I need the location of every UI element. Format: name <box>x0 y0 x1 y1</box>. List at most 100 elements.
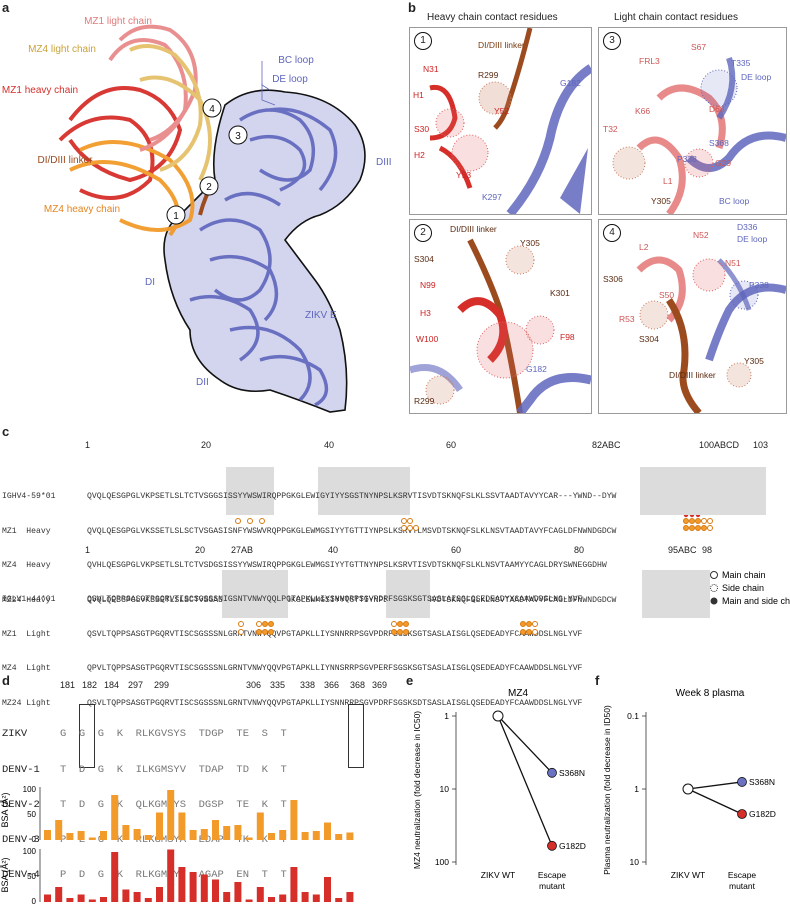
box3-label-12: Y305 <box>651 196 671 206</box>
box4-label-4: DE loop <box>737 234 768 244</box>
bsa-bar-orange <box>189 830 197 840</box>
box3-label-1: S67 <box>691 42 707 52</box>
box1-label-4: G182 <box>560 78 581 88</box>
panel-c-label: c <box>2 424 10 439</box>
bsa-bar-orange <box>44 830 51 840</box>
bsa-bar-orange <box>77 831 85 840</box>
heavy-num-40: 40 <box>324 440 335 450</box>
bsa-bot-tick-100: 100 <box>23 847 37 856</box>
heavy-row-seq: QVQLQESGPGLVKSSETLSLSCTVSGASISNFYWSWVRQP… <box>87 526 617 536</box>
bsa-bar-red <box>189 872 197 902</box>
contact-legend: Main chain Side chain Main and side chai… <box>710 570 790 606</box>
pos-299: 299 <box>154 680 170 690</box>
box-4-number: 4 <box>603 224 621 242</box>
series-label: S368N <box>559 768 585 778</box>
box4-label-10: S304 <box>639 334 659 344</box>
pos-368: 368 <box>350 680 366 690</box>
wt-point <box>682 783 694 795</box>
light-row-name: MZ4 Light <box>2 664 51 673</box>
box-3-number: 3 <box>603 32 621 50</box>
bsa-bar-orange <box>223 826 231 840</box>
bsa-bar-orange <box>245 837 253 840</box>
series-line <box>687 781 743 790</box>
box2-label-4: N99 <box>420 280 436 290</box>
bsa-bar-orange <box>312 831 320 840</box>
box1-label-6: Y52 <box>494 106 510 116</box>
light-seq-block: IGLV1-44*01 QSVLTQPPSASGTPGQRVTISCSGSSSNI… <box>2 571 582 721</box>
bsa-bar-red <box>335 898 343 902</box>
series-point <box>737 809 747 819</box>
heavy-contact-markers <box>235 515 713 531</box>
bsa-top-tick-100: 100 <box>23 785 37 794</box>
chart-e-x-escape-2: mutant <box>539 881 566 891</box>
bsa-bar-red <box>55 887 63 902</box>
box3-label-11: L1 <box>663 176 673 186</box>
box1-label-2: N31 <box>423 64 439 74</box>
d-row-name: DENV-3 <box>2 833 40 846</box>
bsa-bar-orange <box>200 829 208 840</box>
series-line <box>687 788 743 815</box>
bsa-bar-red <box>234 882 242 902</box>
bsa-charts: BSA (Å²) BSA (Å²) 0 50 100 0 50 100 <box>0 785 354 906</box>
bsa-bar-orange <box>122 825 130 840</box>
box3-label-4: DE loop <box>741 72 772 82</box>
box4-label-2: N52 <box>693 230 709 240</box>
light-row-seq: QSVLTQPPSASGTPGQRVTISCSGSSSNLGRNTVNWYQQV… <box>87 698 583 708</box>
panel-f-label: f <box>595 673 600 688</box>
heavy-num-82abc: 82ABC <box>592 440 621 450</box>
label-bc-loop: BC loop <box>278 55 314 66</box>
heavy-cdr3-shade <box>640 467 766 515</box>
bsa-bar-orange <box>55 820 63 840</box>
light-cdr1-shade <box>222 570 288 618</box>
bsa-label-top: BSA (Å²) <box>0 792 10 827</box>
legend-side-chain: Side chain <box>722 583 764 593</box>
panel-e-label: e <box>406 673 414 688</box>
legend-main-chain: Main chain <box>722 570 766 580</box>
light-contact-markers <box>238 621 538 635</box>
box4-label-11: Y305 <box>744 356 764 366</box>
d-row-zikv: ZIKV G G G K RLKGVSYS TDGP TE S T <box>2 729 287 741</box>
series-point <box>547 767 557 778</box>
bsa-bar-orange <box>111 795 119 840</box>
contact-box-3: 3 S67 FRL3 T335 DE loop D68 K66 T32 S368… <box>598 27 787 215</box>
heavy-numbering: 1 20 40 60 82ABC 100ABCD 103 <box>85 440 775 462</box>
label-mz1-light: MZ1 light chain <box>84 16 152 27</box>
series-label: G182D <box>749 809 776 819</box>
d-row-name: ZIKV <box>2 728 28 741</box>
bsa-bot-tick-0: 0 <box>32 897 37 906</box>
box1-label-8: H2 <box>414 150 425 160</box>
series-point <box>737 777 747 787</box>
heavy-row-seq: QVQLQESGPGLVKSSETLSLSCTVSGASISSYYWSWVRQP… <box>87 595 617 605</box>
series-label: S368N <box>749 777 775 787</box>
label-didiii-linker: DI/DIII linker <box>37 155 93 166</box>
box2-label-1: DI/DIII linker <box>450 224 497 234</box>
heavy-num-20: 20 <box>201 440 212 450</box>
bsa-bar-red <box>133 892 141 902</box>
chart-f-title: Week 8 plasma <box>676 688 745 699</box>
light-row-name: MZ1 Light <box>2 629 51 639</box>
bsa-bar-red <box>290 867 298 902</box>
label-de-loop: DE loop <box>272 74 308 85</box>
bsa-bar-orange <box>156 812 163 840</box>
pos-184: 184 <box>104 680 120 690</box>
bsa-bar-red <box>167 849 175 902</box>
box3-label-6: K66 <box>635 106 651 116</box>
light-row-mz4: MZ4 Light QPVLTQPPSASGTPGQRVTISCSGSSSNLGR… <box>2 663 582 675</box>
light-cdr2-shade <box>386 570 430 618</box>
pos-182: 182 <box>82 680 98 690</box>
bsa-bar-orange <box>66 833 74 840</box>
light-num-1: 1 <box>85 545 91 555</box>
panel-a-label: a <box>2 0 10 15</box>
heavy-chain-title: Heavy chain contact residues <box>427 12 558 23</box>
bsa-bar-red <box>312 894 320 902</box>
box-182 <box>79 704 95 768</box>
heavy-row-name: MZ24 Heavy <box>2 595 51 605</box>
heavy-row-mz24: MZ24 Heavy QVQLQESGPGLVKSSETLSLSCTVSGASIS… <box>2 595 616 607</box>
box2-label-10: R299 <box>414 396 435 406</box>
box-2-number: 2 <box>414 224 432 242</box>
y-tick-label: 1 <box>634 784 639 794</box>
d-row-name: DENV-1 <box>2 763 40 776</box>
box2-label-7: F98 <box>560 332 575 342</box>
d-row-name: DENV-2 <box>2 798 40 811</box>
bsa-bar-orange <box>268 833 275 840</box>
